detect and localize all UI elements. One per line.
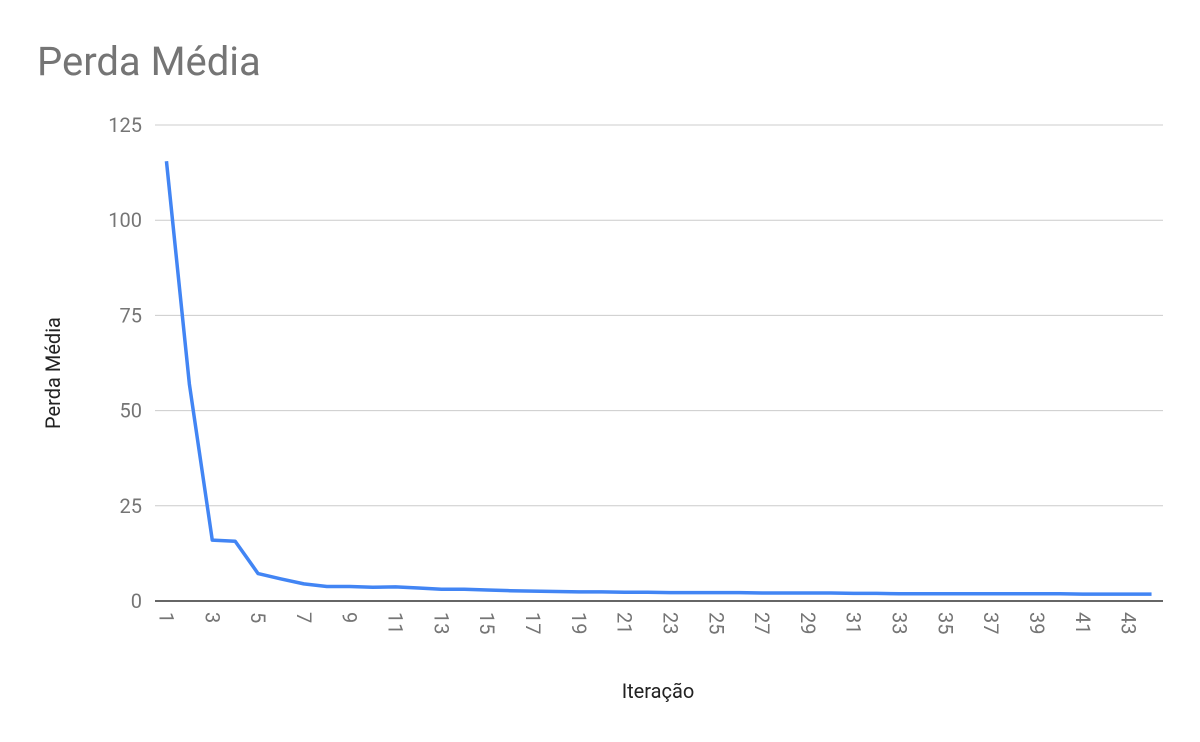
x-tick-label: 9 (338, 612, 362, 623)
x-tick-label: 39 (1025, 612, 1049, 634)
x-tick-label: 3 (200, 612, 224, 623)
x-tick-label: 1 (154, 612, 178, 623)
x-tick-label: 17 (521, 612, 545, 634)
x-tick-label: 37 (979, 612, 1003, 634)
x-tick-label: 31 (842, 612, 866, 634)
x-tick-label: 29 (796, 612, 820, 634)
x-tick-label: 27 (750, 612, 774, 634)
x-tick-label: 13 (429, 612, 453, 634)
x-tick-label: 25 (704, 612, 728, 634)
x-tick-label: 7 (292, 612, 316, 623)
x-tick-label: 5 (246, 612, 270, 623)
x-axis-title: Iteração (622, 679, 695, 703)
x-tick-label: 15 (475, 612, 499, 634)
x-tick-label: 23 (658, 612, 682, 634)
y-tick-label: 50 (120, 399, 142, 423)
line-series (164, 160, 1152, 596)
y-tick-label: 100 (108, 208, 142, 232)
y-tick-label: 75 (120, 303, 142, 327)
x-tick-label: 21 (613, 612, 637, 634)
x-tick-label: 11 (384, 612, 408, 634)
y-tick-label: 0 (131, 589, 142, 613)
y-tick-label: 25 (120, 494, 142, 518)
x-tick-label: 43 (1117, 612, 1141, 634)
x-tick-label: 33 (888, 612, 912, 634)
chart-title: Perda Média (37, 38, 261, 85)
x-tick-label: 19 (567, 612, 591, 634)
y-axis-title: Perda Média (41, 317, 65, 429)
y-tick-label: 125 (108, 113, 142, 137)
x-tick-label: 35 (933, 612, 957, 634)
x-tick-label: 41 (1071, 612, 1095, 634)
